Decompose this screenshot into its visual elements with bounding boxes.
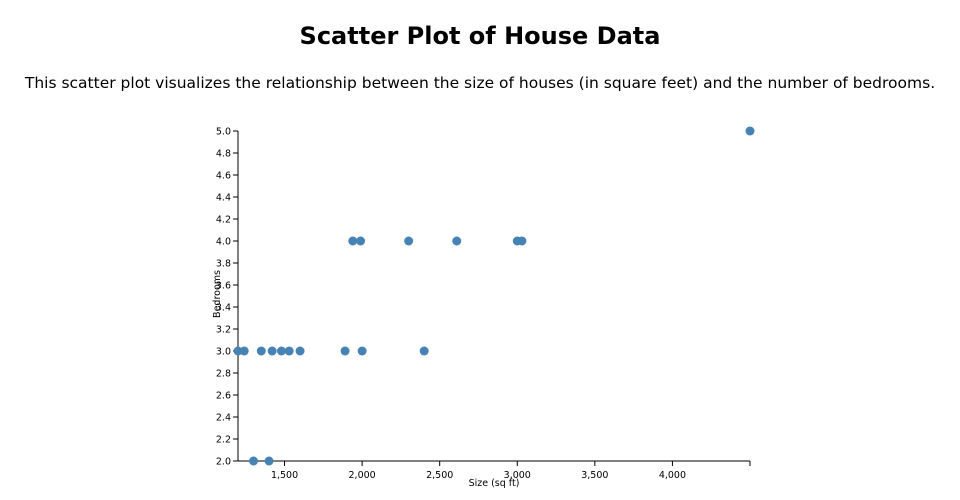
data-point[interactable] [348, 236, 358, 246]
y-tick-label: 2.4 [216, 413, 231, 424]
data-point[interactable] [233, 346, 243, 356]
chart-title: Scatter Plot of House Data [299, 22, 661, 50]
y-axis: 2.0 2.2 2.4 2.6 2.8 3.0 3.2 3.4 3.6 3.8 4.0 4.2 4.4 4… [216, 127, 239, 468]
chart-description: This scatter plot visualizes the relatio… [24, 74, 936, 92]
x-tick-label: 2,500 [426, 470, 453, 481]
data-point[interactable] [356, 236, 366, 246]
data-point[interactable] [419, 346, 429, 356]
y-tick-label: 4.4 [216, 193, 231, 204]
y-tick-label: 2.6 [216, 391, 231, 402]
y-tick-label: 3.8 [216, 259, 231, 270]
y-tick-label: 4.6 [216, 171, 231, 182]
y-tick-label: 2.0 [216, 457, 231, 468]
data-point[interactable] [357, 346, 367, 356]
data-point[interactable] [517, 236, 527, 246]
data-point[interactable] [452, 236, 462, 246]
data-point[interactable] [239, 346, 249, 356]
data-point[interactable] [249, 456, 259, 466]
x-tick-label: 1,500 [271, 470, 298, 481]
y-tick-label: 2.2 [216, 435, 231, 446]
data-points [233, 126, 755, 466]
y-tick-label: 5.0 [216, 127, 231, 138]
y-tick-label: 2.8 [216, 369, 231, 380]
x-tick-label: 4,000 [659, 470, 686, 481]
y-tick-label: 4.0 [216, 237, 231, 248]
data-point[interactable] [256, 346, 266, 356]
x-axis: 1,500 2,000 2,500 3,000 3,500 4,000 [238, 460, 751, 481]
x-axis-label: Size (sq ft) [469, 478, 520, 489]
y-axis-label: Bedrooms [212, 270, 223, 318]
data-point[interactable] [264, 456, 274, 466]
data-point[interactable] [276, 346, 286, 356]
data-point[interactable] [267, 346, 277, 356]
y-tick-label: 3.2 [216, 325, 231, 336]
data-point[interactable] [404, 236, 414, 246]
y-tick-label: 3.6 [216, 281, 231, 292]
y-tick-label: 4.2 [216, 215, 231, 226]
data-point[interactable] [284, 346, 294, 356]
data-point[interactable] [295, 346, 305, 356]
y-tick-label: 4.8 [216, 149, 231, 160]
y-tick-label: 3.4 [216, 303, 231, 314]
data-point[interactable] [340, 346, 350, 356]
x-tick-label: 2,000 [349, 470, 376, 481]
x-tick-label: 3,500 [581, 470, 608, 481]
data-point[interactable] [745, 126, 755, 136]
x-tick-label: 3,000 [504, 470, 531, 481]
y-tick-label: 3.0 [216, 347, 231, 358]
